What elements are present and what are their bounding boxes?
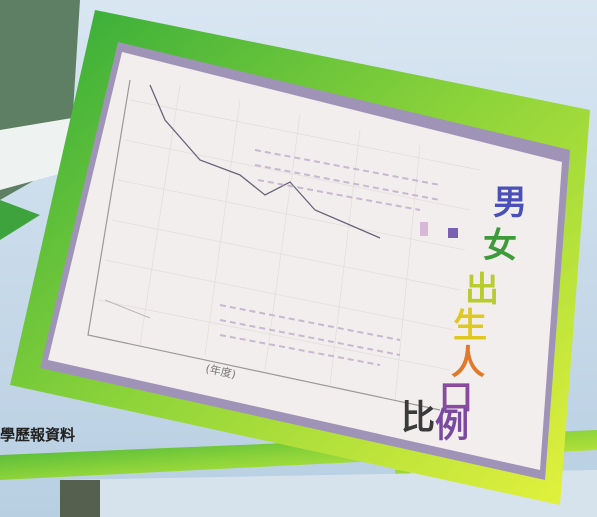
title-char: 出	[465, 270, 499, 310]
note-rows	[219, 149, 441, 366]
title-char: 男	[493, 183, 527, 223]
title: 男女出生人口比例	[401, 183, 527, 446]
trend-line	[149, 84, 381, 239]
title-char: 口	[439, 378, 473, 418]
legend-swatch	[420, 222, 428, 236]
title-char: 人	[451, 343, 485, 383]
title-char: 生	[453, 306, 487, 346]
legend-swatch	[448, 228, 458, 238]
trend-line-2	[104, 299, 151, 319]
caption: 學歷報資料	[0, 426, 75, 444]
title-char: 比	[401, 398, 435, 438]
deco	[0, 200, 40, 240]
x-axis-label: (年度)	[204, 361, 237, 381]
title-char: 女	[483, 226, 517, 266]
grid	[97, 84, 481, 401]
axes	[87, 79, 441, 411]
paper	[48, 52, 562, 470]
lower-dark	[60, 480, 100, 517]
title-char: 例	[435, 406, 469, 446]
